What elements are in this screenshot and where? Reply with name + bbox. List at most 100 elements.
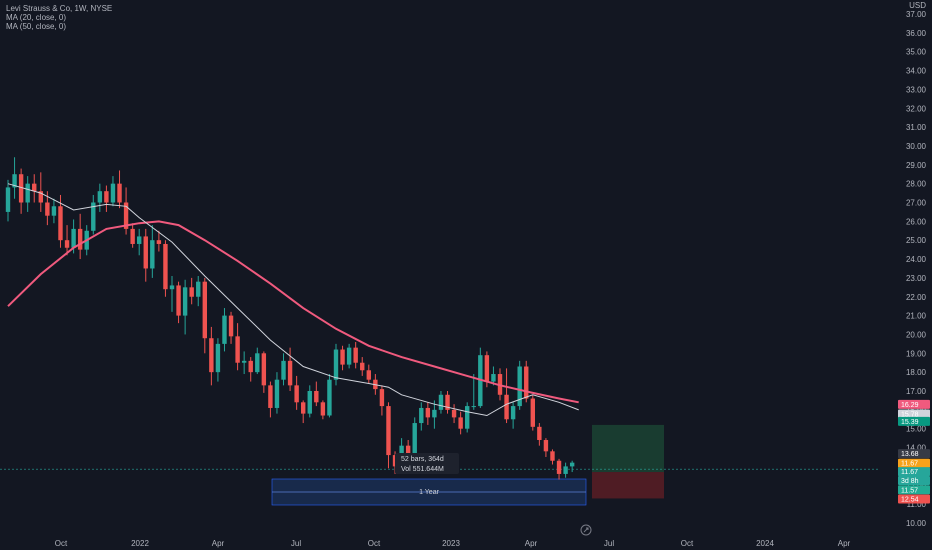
price-tick-label: 26.00 xyxy=(906,217,927,226)
ma50-legend[interactable]: MA (50, close, 0) xyxy=(6,22,67,31)
candle-body xyxy=(32,183,37,192)
candle-body xyxy=(196,281,201,297)
candle-body xyxy=(438,394,444,410)
measure-label: 52 bars, 364d Vol 551.644M xyxy=(395,453,459,474)
candle-body xyxy=(150,240,155,269)
target-zone xyxy=(592,424,664,473)
candle-body xyxy=(366,370,371,380)
price-tick-label: 14.00 xyxy=(906,444,927,453)
time-tick-label: 2022 xyxy=(131,539,149,548)
candle-body xyxy=(209,338,214,373)
time-tick-label: Jul xyxy=(291,539,301,548)
candle-body xyxy=(97,191,103,203)
currency-label: USD xyxy=(909,1,926,10)
price-tick-label: 11.00 xyxy=(907,500,927,509)
candle-body xyxy=(353,347,358,363)
go-to-realtime-arrow xyxy=(583,527,589,533)
time-tick-label: Apr xyxy=(838,539,851,548)
price-tag-label: 11.67 xyxy=(901,469,918,476)
candle-body xyxy=(491,374,496,382)
price-tick-label: 25.00 xyxy=(906,236,927,245)
price-tag-box xyxy=(898,449,930,459)
measure-label-box xyxy=(395,453,459,474)
range-label: 1 Year xyxy=(419,489,440,496)
candle-body xyxy=(517,366,522,407)
price-tick-label: 36.00 xyxy=(906,29,927,38)
price-tick-label: 35.00 xyxy=(906,48,927,57)
chart-legend: Levi Strauss & Co, 1W, NYSE MA (20, clos… xyxy=(6,4,112,31)
symbol-title[interactable]: Levi Strauss & Co, 1W, NYSE xyxy=(6,4,113,13)
candle-body xyxy=(340,349,345,365)
price-tick-label: 20.00 xyxy=(906,330,927,339)
candle-body xyxy=(510,406,516,420)
date-range-measure[interactable] xyxy=(271,478,587,506)
time-tick-label: Apr xyxy=(525,539,538,548)
candle-body xyxy=(169,285,175,290)
candle-body xyxy=(58,206,63,241)
candle-body xyxy=(110,183,116,203)
price-tag-box xyxy=(898,399,930,409)
price-tick-label: 17.00 xyxy=(906,387,927,396)
candle-body xyxy=(425,407,431,418)
price-tick-label: 34.00 xyxy=(906,67,927,76)
go-to-realtime-circle xyxy=(580,524,592,536)
candle-body xyxy=(202,281,207,339)
price-tag-box xyxy=(898,485,930,495)
time-tick-label: Oct xyxy=(55,539,68,548)
candle-body xyxy=(569,462,575,467)
candle-body xyxy=(163,243,168,290)
candle-body xyxy=(320,402,326,416)
candle-body xyxy=(301,402,306,414)
price-tick-label: 15.00 xyxy=(906,425,927,434)
candle-body xyxy=(281,360,286,380)
candle-body xyxy=(386,406,391,456)
long-position-tool[interactable] xyxy=(592,424,664,499)
price-tag-box xyxy=(898,409,930,419)
candle-body xyxy=(137,236,142,244)
price-tag-label: 15.39 xyxy=(901,419,919,426)
price-tick-label: 24.00 xyxy=(906,255,927,264)
price-tag-label: 12.54 xyxy=(901,497,919,504)
candle-body xyxy=(12,174,17,188)
price-tag-box xyxy=(898,467,930,477)
price-tag-label: 16.29 xyxy=(901,402,919,409)
candle-body xyxy=(64,240,70,248)
candle-body xyxy=(248,360,253,373)
candle-body xyxy=(77,228,83,250)
price-tick-label: 31.00 xyxy=(906,123,927,132)
candle-body xyxy=(360,362,365,371)
candle-body xyxy=(228,315,234,337)
candle-body xyxy=(550,451,555,461)
candle-body xyxy=(327,379,332,416)
candle-body xyxy=(189,287,194,297)
candle-body xyxy=(51,206,57,216)
go-to-realtime-icon[interactable] xyxy=(580,524,592,536)
price-tag-label: 11.67 xyxy=(901,461,918,468)
candle-body xyxy=(143,236,148,269)
price-tick-label: 21.00 xyxy=(906,312,927,321)
price-tick-label: 27.00 xyxy=(906,199,927,208)
candle-body xyxy=(274,379,280,408)
candle-body xyxy=(471,406,476,408)
candle-body xyxy=(537,426,542,441)
candle-body xyxy=(215,343,221,373)
ma20-legend[interactable]: MA (20, close, 0) xyxy=(6,13,67,22)
price-tick-label: 32.00 xyxy=(906,104,927,113)
price-tag-box xyxy=(898,494,930,504)
candle-body xyxy=(123,202,129,229)
price-tick-label: 23.00 xyxy=(906,274,927,283)
candle-body xyxy=(563,466,568,474)
candle-body xyxy=(176,285,181,316)
candle-body xyxy=(5,187,11,212)
candle-body xyxy=(445,394,450,410)
price-tag-label: 15.78 xyxy=(901,411,919,418)
time-tick-label: Apr xyxy=(212,539,225,548)
candle-body xyxy=(45,202,50,216)
time-axis[interactable]: Oct 2022 Apr Jul Oct 2023 Apr Jul Oct 2024 Apr xyxy=(55,539,851,548)
candle-body xyxy=(287,360,293,386)
candle-body xyxy=(71,228,76,248)
time-tick-label: Oct xyxy=(681,539,694,548)
candle-body xyxy=(451,409,457,418)
